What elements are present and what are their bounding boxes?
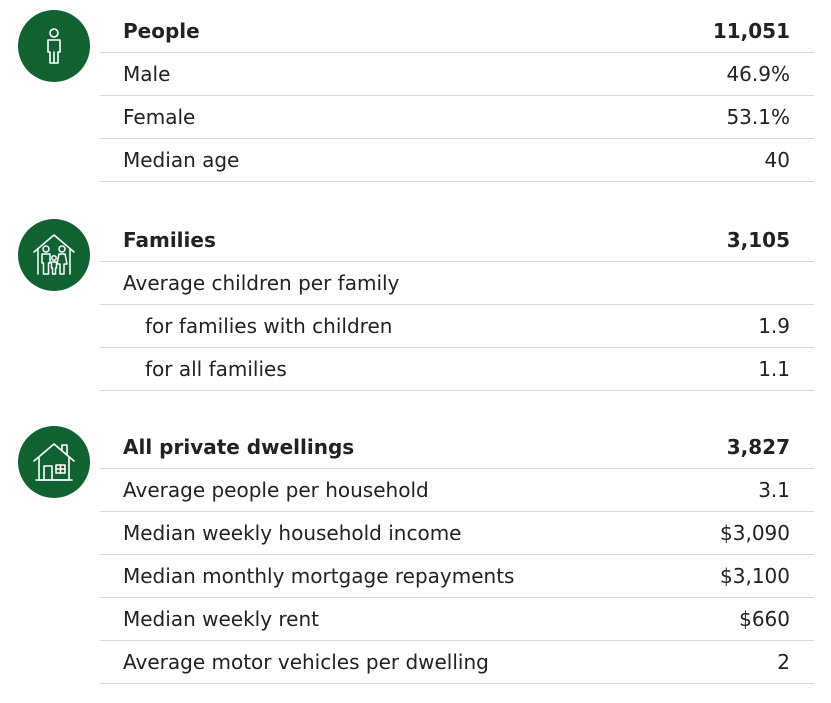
table-row: People 11,051 <box>100 10 814 53</box>
row-value: $3,100 <box>720 564 790 588</box>
table-row: Median age 40 <box>100 139 814 182</box>
row-label: People <box>123 19 200 43</box>
table-row: Median weekly rent $660 <box>100 598 814 641</box>
row-label: Average children per family <box>123 271 400 295</box>
table-row: Average motor vehicles per dwelling 2 <box>100 641 814 684</box>
row-value: 46.9% <box>726 62 790 86</box>
table-row: Average children per family <box>100 262 814 305</box>
people-table: People 11,051 Male 46.9% Female 53.1% Me… <box>100 10 814 182</box>
table-row: for all families 1.1 <box>100 348 814 391</box>
row-label: Median weekly household income <box>123 521 462 545</box>
row-label: Male <box>123 62 171 86</box>
row-value: 3,827 <box>726 435 790 459</box>
row-value: 2 <box>777 650 790 674</box>
table-row: Male 46.9% <box>100 53 814 96</box>
table-row: Median weekly household income $3,090 <box>100 512 814 555</box>
row-label: Female <box>123 105 196 129</box>
families-table: Families 3,105 Average children per fami… <box>100 219 814 391</box>
row-label: Average motor vehicles per dwelling <box>123 650 489 674</box>
family-house-icon <box>18 219 90 291</box>
row-label: Families <box>123 228 216 252</box>
row-value: 1.1 <box>758 357 790 381</box>
row-value: 53.1% <box>726 105 790 129</box>
row-label: Average people per household <box>123 478 429 502</box>
row-value: 11,051 <box>712 19 790 43</box>
row-label: Median age <box>123 148 240 172</box>
table-row: Median monthly mortgage repayments $3,10… <box>100 555 814 598</box>
table-row: Families 3,105 <box>100 219 814 262</box>
row-label: All private dwellings <box>123 435 355 459</box>
table-row: All private dwellings 3,827 <box>100 426 814 469</box>
dwellings-table: All private dwellings 3,827 Average peop… <box>100 426 814 684</box>
row-value: 40 <box>764 148 790 172</box>
row-value: $660 <box>739 607 790 631</box>
row-label: Median monthly mortgage repayments <box>123 564 515 588</box>
table-row: Female 53.1% <box>100 96 814 139</box>
row-label: for all families <box>145 357 287 381</box>
person-icon <box>18 10 90 82</box>
row-value: 1.9 <box>758 314 790 338</box>
table-row: Average people per household 3.1 <box>100 469 814 512</box>
row-value: $3,090 <box>720 521 790 545</box>
row-value: 3,105 <box>726 228 790 252</box>
row-label: Median weekly rent <box>123 607 320 631</box>
row-value: 3.1 <box>758 478 790 502</box>
row-label: for families with children <box>145 314 393 338</box>
house-icon <box>18 426 90 498</box>
table-row: for families with children 1.9 <box>100 305 814 348</box>
